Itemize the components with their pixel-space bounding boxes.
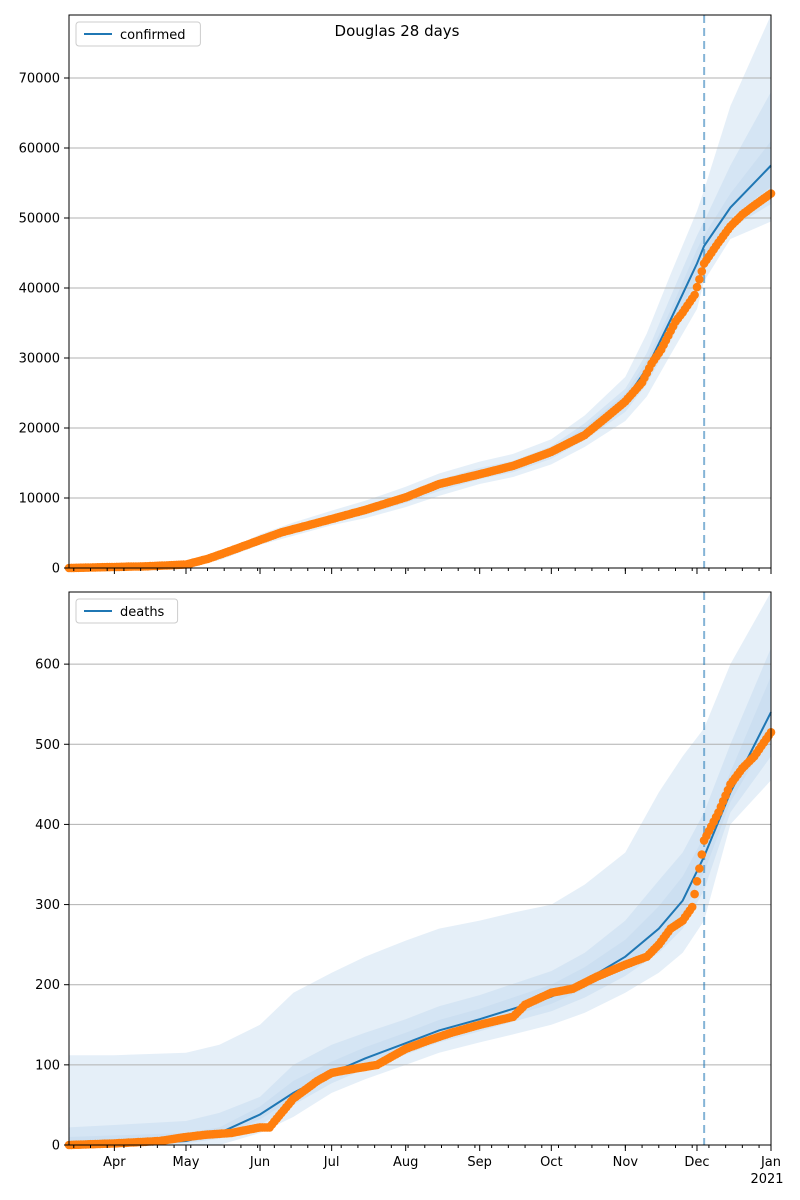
figure-title: Douglas 28 days (335, 22, 460, 40)
month-label-may: May (173, 1155, 200, 1170)
month-label-jan: Jan (760, 1155, 781, 1170)
confirmed-gridlines (69, 77, 771, 569)
deaths-axes-frame (68, 591, 772, 1146)
deaths-legend-label: deaths (120, 605, 165, 620)
confirmed-observed-point (692, 282, 702, 292)
deaths-observed-points (64, 728, 776, 1150)
confirmed-model-curve (68, 164, 772, 569)
month-label-dec: Dec (684, 1155, 709, 1170)
confirmed-y-tick-label: 10000 (19, 492, 60, 507)
deaths-axes-box (68, 591, 772, 1146)
confirmed-uncertainty-bands (69, 15, 771, 568)
deaths-x-ticks (73, 1145, 772, 1151)
confirmed-model-line (68, 164, 772, 569)
deaths-y-tick-label: 500 (35, 738, 60, 753)
deaths-uncertainty-bands (69, 592, 771, 1145)
confirmed-y-tick-label: 50000 (19, 212, 60, 227)
confirmed-legend-label: confirmed (120, 28, 186, 43)
confirmed-axes-box (68, 14, 772, 569)
deaths-observed-point (695, 864, 704, 873)
confirmed-y-tick-label: 70000 (19, 72, 60, 87)
deaths-observed-point (697, 850, 707, 859)
month-label-nov: Nov (613, 1155, 639, 1170)
confirmed-y-tick-label: 40000 (19, 282, 60, 297)
confirmed-panel: 0 10000 20000 30000 40000 50000 60000 70000 con… (19, 14, 776, 577)
month-label-jun: Jun (249, 1155, 270, 1170)
deaths-observed-point (687, 902, 697, 912)
deaths-observed-point (692, 877, 702, 886)
deaths-y-tick-label: 200 (35, 978, 60, 993)
deaths-y-tick-label: 0 (52, 1139, 60, 1154)
month-label-apr: Apr (103, 1155, 126, 1170)
deaths-y-tick-label: 400 (35, 818, 60, 833)
confirmed-y-tick-label: 30000 (19, 352, 60, 367)
confirmed-x-ticks (73, 568, 772, 574)
confirmed-y-ticks: 0 10000 20000 30000 40000 50000 60000 70000 (19, 72, 69, 577)
confirmed-y-tick-label: 60000 (19, 142, 60, 157)
confirmed-y-tick-label: 20000 (19, 422, 60, 437)
confirmed-axes-frame (68, 14, 772, 569)
month-label-jul: Jul (323, 1155, 340, 1170)
deaths-legend: deaths (75, 598, 179, 624)
deaths-band-outer (69, 592, 771, 1145)
confirmed-legend-box (75, 21, 201, 47)
deaths-observed-point (690, 889, 699, 899)
confirmed-band-outer (69, 15, 771, 568)
confirmed-y-tick-label: 0 (52, 562, 60, 577)
month-tick-labels: Apr May Jun Jul Aug Sep Oct Nov Dec Jan (103, 1155, 781, 1170)
deaths-y-tick-label: 100 (35, 1058, 60, 1073)
confirmed-observed-point (690, 290, 699, 300)
confirmed-legend: confirmed (75, 21, 201, 47)
deaths-panel: 0 100 200 300 400 500 600 deaths (35, 591, 776, 1154)
month-label-sep: Sep (467, 1155, 492, 1170)
confirmed-observed-point (695, 275, 704, 284)
deaths-y-ticks: 0 100 200 300 400 500 600 (35, 658, 69, 1154)
month-label-aug: Aug (393, 1155, 418, 1170)
confirmed-observed-points (64, 189, 776, 573)
confirmed-observed-point (697, 267, 707, 276)
deaths-y-tick-label: 300 (35, 898, 60, 913)
year-label: 2021 (750, 1172, 783, 1187)
deaths-y-tick-label: 600 (35, 658, 60, 673)
month-label-oct: Oct (540, 1155, 562, 1170)
deaths-legend-box (75, 598, 179, 624)
